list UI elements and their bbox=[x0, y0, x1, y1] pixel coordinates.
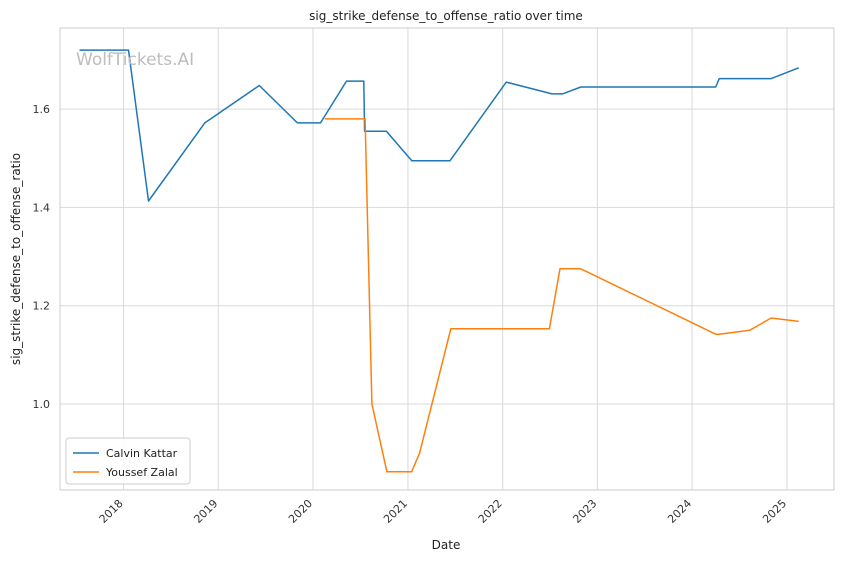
watermark-text: WolfTickets.AI bbox=[76, 50, 194, 70]
plot-frame bbox=[59, 27, 835, 491]
legend: Calvin Kattar Youssef Zalal bbox=[65, 437, 191, 485]
legend-label-calvin-kattar: Calvin Kattar bbox=[106, 447, 178, 460]
y-tick-label: 1.4 bbox=[33, 201, 51, 214]
chart-title: sig_strike_defense_to_offense_ratio over… bbox=[309, 9, 583, 23]
y-tick-label: 1.6 bbox=[33, 103, 51, 116]
series-line-youssef-zalal bbox=[324, 118, 799, 473]
series-line-calvin-kattar bbox=[79, 49, 799, 202]
x-axis-title: Date bbox=[432, 538, 461, 552]
y-axis-title: sig_strike_defense_to_offense_ratio bbox=[9, 153, 23, 365]
y-tick-label: 1.0 bbox=[33, 398, 51, 411]
legend-label-youssef-zalal: Youssef Zalal bbox=[105, 466, 178, 479]
grid-layer bbox=[60, 28, 834, 490]
series-layer bbox=[79, 49, 799, 473]
y-tick-label: 1.2 bbox=[33, 300, 51, 313]
